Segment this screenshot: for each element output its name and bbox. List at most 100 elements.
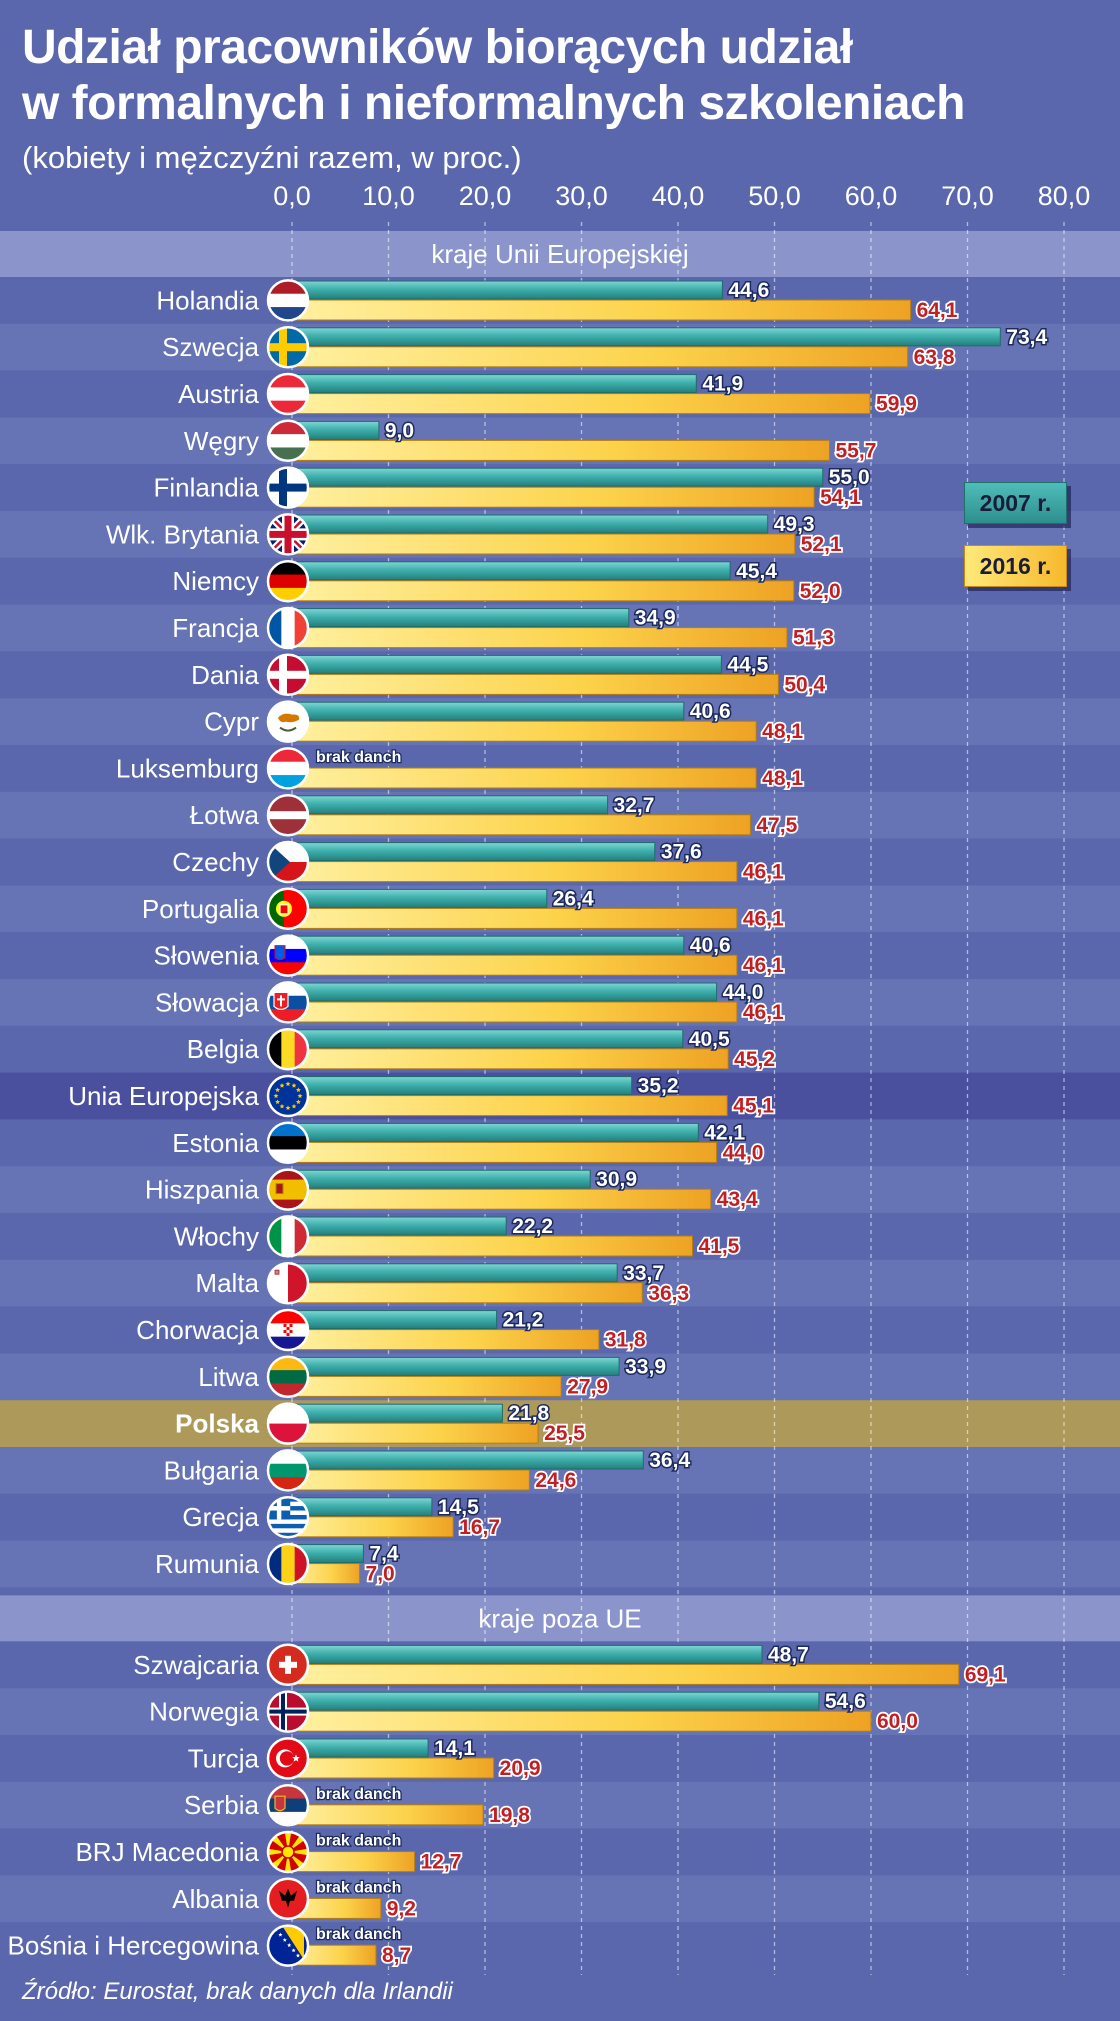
sweden-flag-icon	[266, 325, 310, 369]
value-label-2016: 19,8	[489, 1804, 530, 1827]
value-label-2007: 40,6	[690, 700, 731, 723]
luxembourg-flag-icon	[266, 747, 310, 790]
bar-2007	[291, 1450, 644, 1470]
country-label: Unia Europejska	[68, 1081, 259, 1111]
bar-2007	[291, 1310, 498, 1330]
country-label: Słowacja	[155, 987, 260, 1017]
bar-2016	[291, 439, 830, 461]
value-label-2007: 54,6	[825, 1690, 866, 1713]
estonia-flag-icon	[266, 1121, 310, 1165]
bar-2016	[291, 299, 912, 321]
latvia-flag-icon	[266, 793, 310, 837]
legend-2016: 2016 r.	[964, 545, 1067, 587]
bar-2016	[291, 861, 738, 883]
country-label: Norwegia	[149, 1697, 259, 1727]
country-label: Włochy	[174, 1221, 259, 1251]
bar-2016	[291, 346, 909, 368]
bar-2007	[291, 1738, 429, 1758]
value-label-2007: 44,6	[728, 279, 769, 302]
lithuania-flag-icon	[266, 1355, 310, 1399]
italy-flag-icon	[266, 1215, 310, 1258]
country-label: Niemcy	[172, 566, 259, 596]
bar-2016	[291, 1048, 729, 1070]
value-label-2007: 37,6	[661, 841, 702, 864]
denmark-flag-icon	[266, 653, 310, 697]
bar-2016	[291, 1757, 495, 1779]
value-label-2016: 60,0	[877, 1710, 918, 1733]
value-label-2007: 73,4	[1006, 326, 1047, 349]
value-label-2016: 46,1	[743, 907, 784, 930]
no-data-label: brak danch	[316, 1879, 401, 1896]
value-label-2016: 69,1	[965, 1663, 1006, 1686]
bar-2016	[291, 1141, 718, 1163]
value-label-2007: 33,9	[625, 1355, 666, 1378]
no-data-label: brak danch	[316, 1786, 401, 1803]
malta-flag-icon	[266, 1261, 310, 1305]
x-tick-label: 30,0	[555, 181, 608, 211]
bar-2016	[291, 627, 788, 649]
bar-2016	[291, 1663, 960, 1685]
slovakia-flag-icon	[266, 981, 310, 1024]
romania-flag-icon	[266, 1542, 310, 1586]
bar-2007	[291, 1216, 507, 1236]
switzerland-flag-icon	[266, 1643, 310, 1687]
value-label-2016: 54,1	[820, 486, 861, 509]
country-label: Austria	[178, 379, 259, 409]
no-data-label: brak danch	[316, 1926, 401, 1943]
value-label-2007: 44,0	[723, 981, 764, 1004]
hungary-flag-icon	[266, 419, 310, 463]
slovenia-flag-icon	[266, 934, 310, 977]
bar-2016	[291, 767, 757, 789]
country-label: Serbia	[184, 1790, 260, 1820]
bosnia-flag-icon	[266, 1924, 310, 1967]
value-label-2007: 30,9	[596, 1168, 637, 1191]
title-line-1: Udział pracowników biorących udział	[22, 21, 853, 74]
bar-2007	[291, 280, 723, 300]
chart-subtitle: (kobiety i mężczyźni razem, w proc.)	[22, 140, 522, 175]
country-label: Węgry	[184, 426, 259, 456]
value-label-2016: 64,1	[917, 299, 958, 322]
table-row	[0, 1493, 1120, 1541]
value-label-2007: 41,9	[702, 373, 743, 396]
value-label-2016: 36,3	[648, 1282, 689, 1305]
value-label-2016: 50,4	[784, 673, 825, 696]
value-label-2016: 59,9	[876, 393, 917, 416]
value-label-2007: 42,1	[704, 1121, 745, 1144]
bar-2007	[291, 327, 1001, 347]
value-label-2007: 33,7	[623, 1262, 664, 1285]
value-label-2007: 45,4	[736, 560, 777, 583]
value-label-2016: 20,9	[500, 1757, 541, 1780]
bar-2007	[291, 1029, 684, 1049]
country-label: Rumunia	[155, 1549, 260, 1579]
bar-2016	[291, 1804, 484, 1826]
value-label-2016: 12,7	[421, 1851, 462, 1874]
table-row	[0, 1781, 1120, 1829]
bar-2016	[291, 1710, 872, 1732]
albania-flag-icon	[266, 1877, 310, 1921]
value-label-2016: 46,1	[743, 861, 784, 884]
country-label: Dania	[191, 660, 259, 690]
bar-2016	[291, 907, 738, 929]
country-label: Hiszpania	[145, 1175, 260, 1205]
value-label-2016: 24,6	[535, 1469, 576, 1492]
country-label: Bułgaria	[164, 1455, 260, 1485]
value-label-2016: 8,7	[382, 1944, 411, 1967]
country-label: Holandia	[156, 285, 259, 315]
country-label: Albania	[172, 1884, 259, 1914]
table-row	[0, 1540, 1120, 1588]
country-label: Czechy	[172, 847, 259, 877]
bar-2007	[291, 935, 685, 955]
value-label-2007: 35,2	[638, 1075, 679, 1098]
value-label-2016: 51,3	[793, 627, 834, 650]
bar-2016	[291, 720, 757, 742]
country-label: Francja	[172, 613, 259, 643]
x-tick-label: 0,0	[273, 181, 311, 211]
bar-2007	[291, 561, 731, 581]
value-label-2007: 55,0	[829, 466, 870, 489]
value-label-2016: 25,5	[544, 1422, 585, 1445]
bar-2016	[291, 814, 751, 836]
value-label-2016: 46,1	[743, 954, 784, 977]
section-header-band	[0, 231, 1120, 277]
bar-2016	[291, 580, 795, 602]
